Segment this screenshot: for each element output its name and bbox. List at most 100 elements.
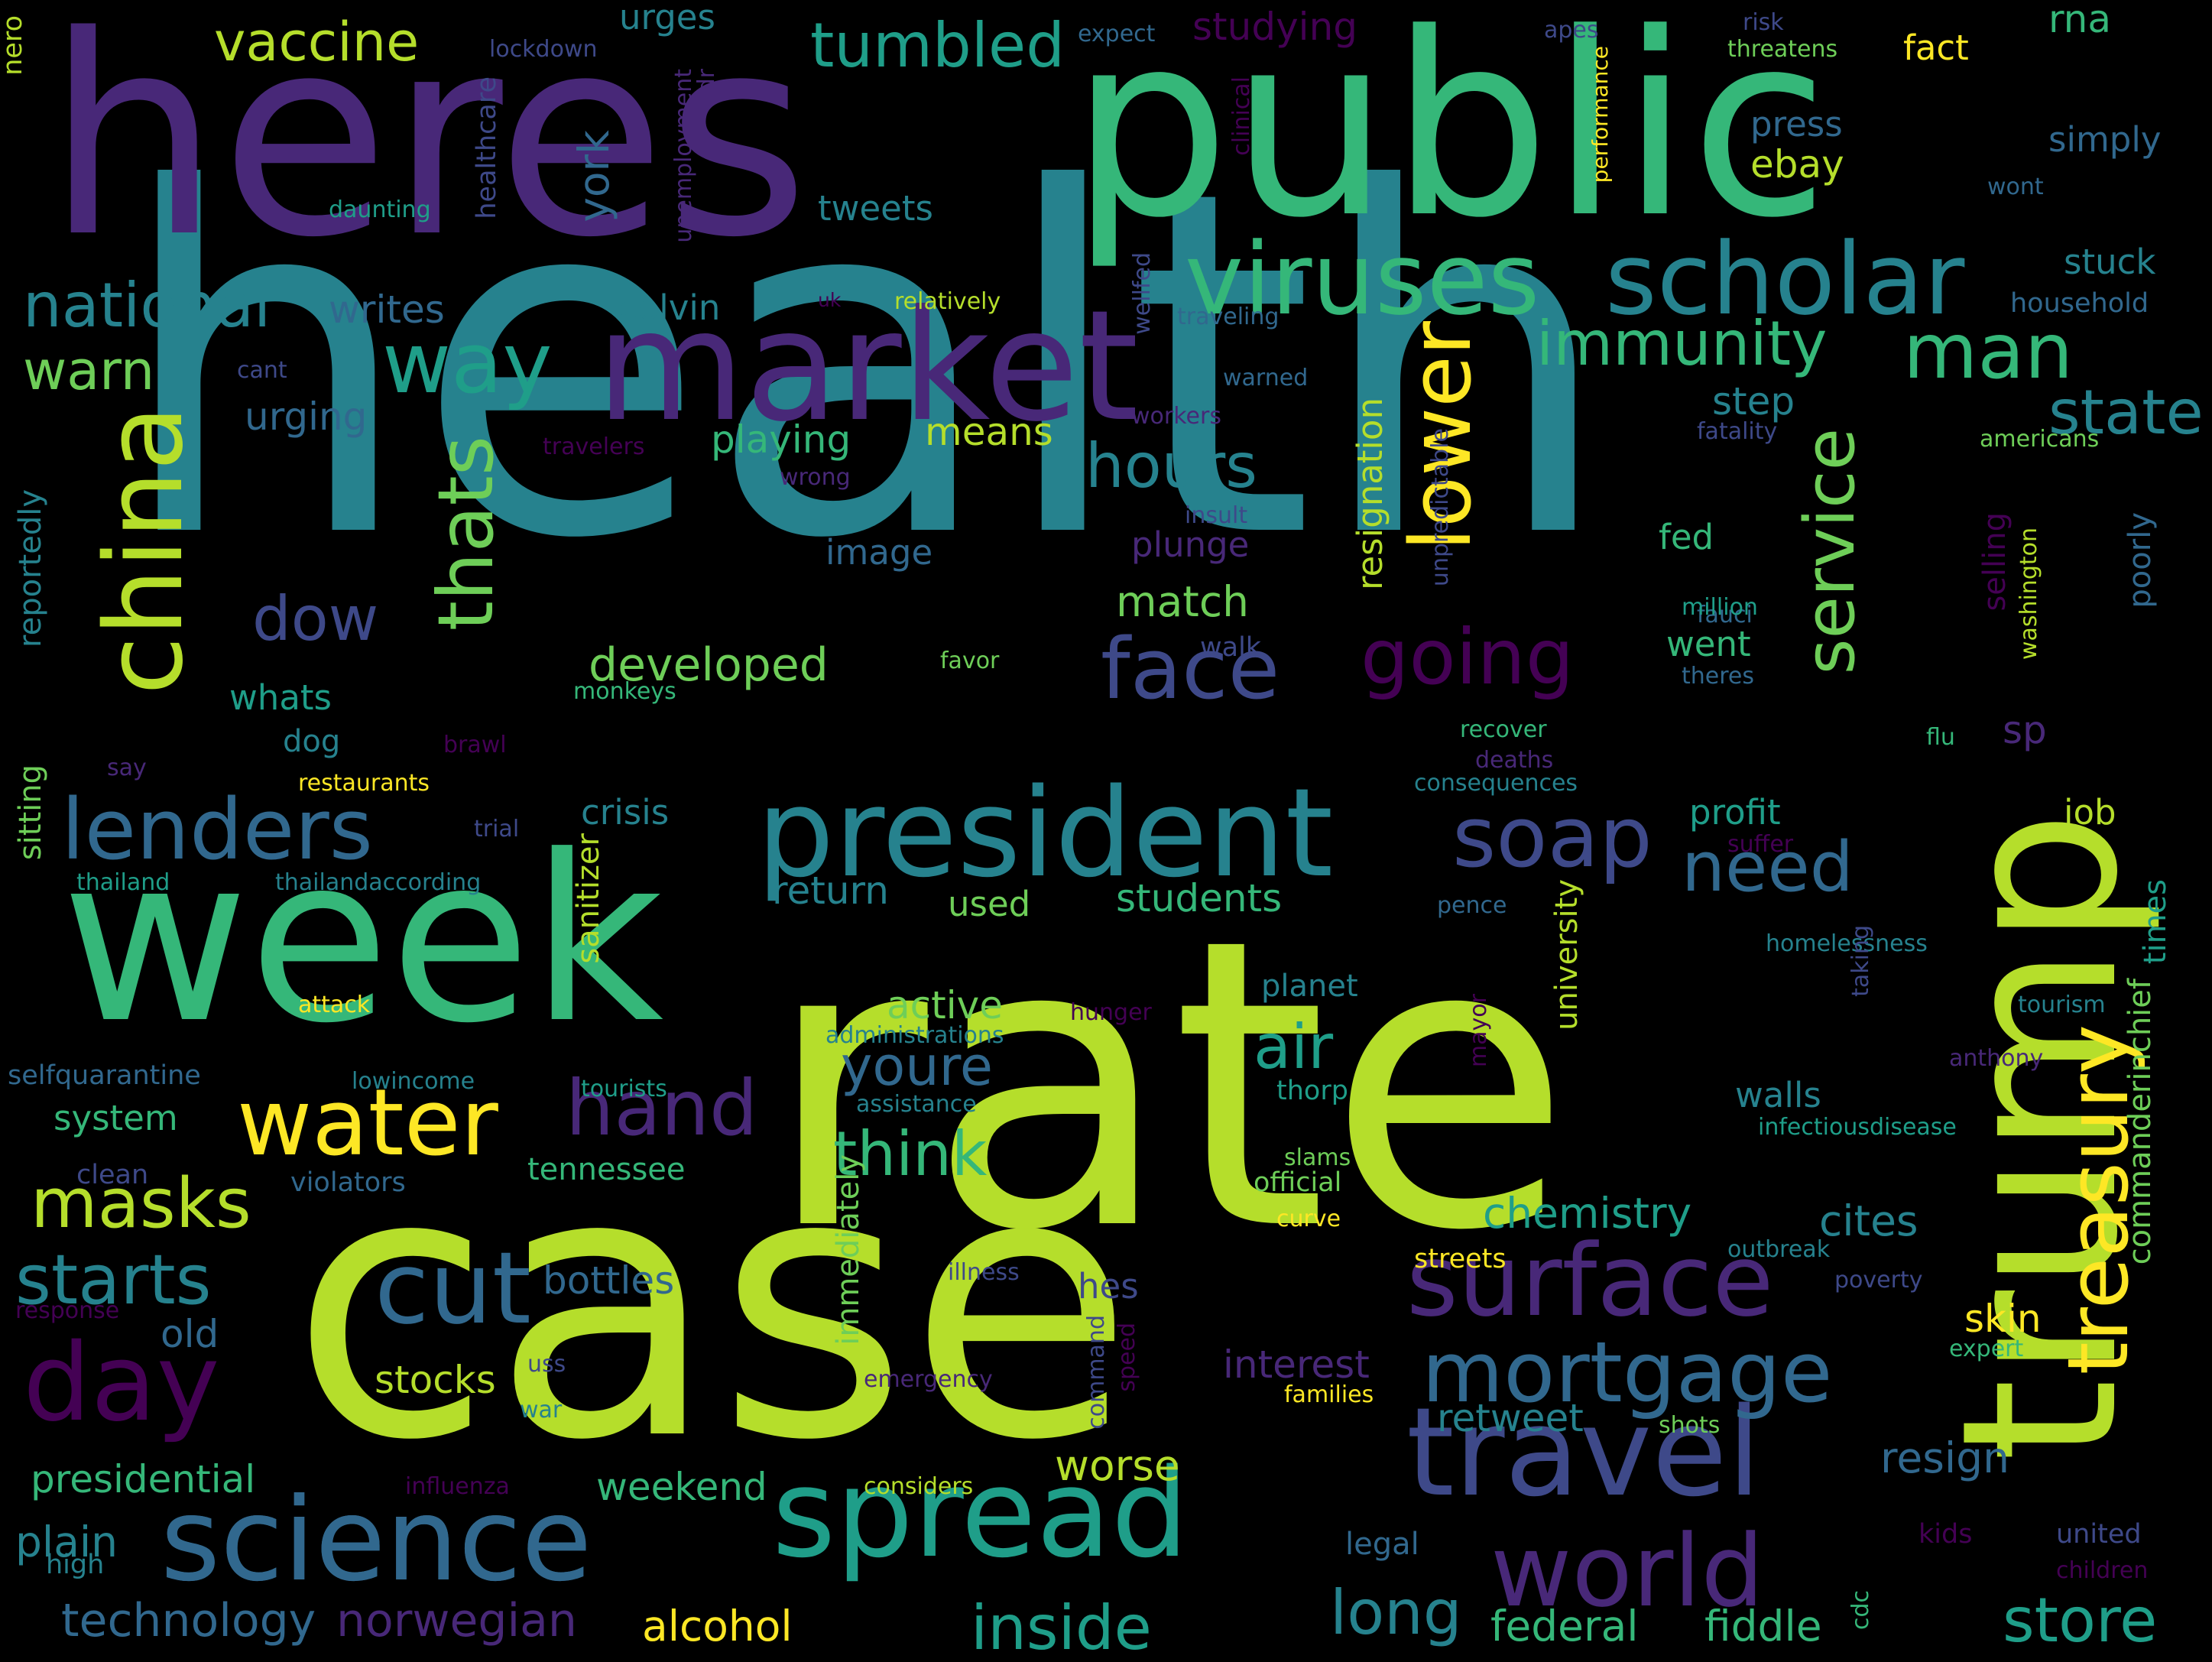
word-planet: planet bbox=[1261, 969, 1358, 1004]
word-hes: hes bbox=[1078, 1266, 1139, 1307]
word-suffer: suffer bbox=[1727, 831, 1794, 858]
word-commanderinchief: commanderinchief bbox=[2123, 979, 2158, 1265]
word-household: household bbox=[2010, 288, 2149, 319]
word-cdc: cdc bbox=[1847, 1590, 1874, 1631]
word-simply: simply bbox=[2048, 119, 2162, 160]
word-wrong: wrong bbox=[780, 464, 851, 491]
word-relatively: relatively bbox=[894, 288, 1001, 315]
word-profit: profit bbox=[1689, 792, 1781, 833]
word-vaccine: vaccine bbox=[214, 11, 420, 73]
word-legal: legal bbox=[1345, 1527, 1419, 1562]
word-lowincome: lowincome bbox=[352, 1068, 475, 1095]
word-sanitizer: sanitizer bbox=[571, 833, 606, 964]
word-say: say bbox=[107, 755, 147, 781]
word-cant: cant bbox=[237, 357, 287, 384]
word-viruses: viruses bbox=[1185, 221, 1540, 337]
word-week: week bbox=[61, 807, 664, 1073]
word-wont: wont bbox=[1987, 174, 2044, 200]
word-fiddle: fiddle bbox=[1704, 1602, 1822, 1651]
word-expert: expert bbox=[1949, 1336, 2024, 1362]
word-fauci: fauci bbox=[1697, 602, 1753, 628]
word-attack: attack bbox=[298, 992, 371, 1018]
word-taking: taking bbox=[1847, 925, 1874, 997]
word-cut: cut bbox=[375, 1230, 531, 1346]
word-state: state bbox=[2048, 377, 2204, 448]
word-plain: plain bbox=[15, 1518, 118, 1566]
word-resign: resign bbox=[1880, 1433, 2009, 1482]
word-system: system bbox=[54, 1098, 178, 1138]
word-spread: spread bbox=[772, 1442, 1189, 1585]
word-selling: selling bbox=[1977, 512, 2013, 612]
word-brawl: brawl bbox=[443, 732, 507, 758]
word-norwegian: norwegian bbox=[336, 1594, 577, 1647]
word-tourism: tourism bbox=[2018, 992, 2106, 1018]
word-official: official bbox=[1254, 1167, 1342, 1198]
word-insult: insult bbox=[1185, 502, 1248, 529]
word-inside: inside bbox=[971, 1592, 1152, 1662]
word-clean: clean bbox=[76, 1160, 149, 1190]
word-high: high bbox=[46, 1550, 105, 1580]
word-think: think bbox=[833, 1118, 988, 1190]
word-tourists: tourists bbox=[581, 1076, 667, 1102]
word-china: china bbox=[83, 405, 207, 696]
word-colvin: colvin bbox=[619, 287, 721, 328]
word-fact: fact bbox=[1903, 28, 1969, 68]
word-interest: interest bbox=[1223, 1342, 1370, 1387]
word-administrations: administrations bbox=[825, 1022, 1004, 1049]
word-return: return bbox=[772, 868, 889, 913]
word-cites: cites bbox=[1819, 1196, 1918, 1245]
word-fed: fed bbox=[1659, 517, 1714, 557]
word-anthony: anthony bbox=[1949, 1045, 2044, 1072]
word-violators: violators bbox=[290, 1167, 406, 1198]
word-face: face bbox=[1101, 620, 1280, 718]
word-president: president bbox=[757, 761, 1334, 904]
word-york: york bbox=[569, 130, 618, 222]
word-press: press bbox=[1750, 104, 1843, 144]
word-slams: slams bbox=[1284, 1144, 1351, 1171]
word-traveling: traveling bbox=[1177, 304, 1280, 330]
word-health: health bbox=[115, 91, 1615, 642]
word-alcohol: alcohol bbox=[642, 1602, 793, 1651]
word-families: families bbox=[1284, 1381, 1374, 1408]
word-healthcare: healthcare bbox=[472, 76, 502, 219]
word-means: means bbox=[925, 410, 1053, 454]
word-curve: curve bbox=[1276, 1206, 1341, 1232]
word-masks: masks bbox=[31, 1164, 251, 1244]
word-way: way bbox=[382, 314, 553, 412]
word-stocks: stocks bbox=[375, 1358, 496, 1402]
word-urging: urging bbox=[245, 394, 368, 439]
word-hunger: hunger bbox=[1070, 999, 1152, 1026]
word-poverty: poverty bbox=[1834, 1267, 1923, 1294]
word-threatens: threatens bbox=[1727, 36, 1838, 63]
word-worse: worse bbox=[1055, 1441, 1180, 1490]
word-warned: warned bbox=[1223, 365, 1309, 391]
word-retweet: retweet bbox=[1437, 1396, 1584, 1440]
word-thorp: thorp bbox=[1276, 1076, 1348, 1106]
word-going: going bbox=[1361, 612, 1575, 702]
word-kids: kids bbox=[1918, 1519, 1973, 1550]
word-developed: developed bbox=[589, 638, 829, 692]
word-university: university bbox=[1549, 879, 1584, 1031]
word-public: public bbox=[1070, 0, 1829, 273]
word-ebay: ebay bbox=[1750, 142, 1844, 187]
word-americans: americans bbox=[1980, 426, 2100, 453]
word-tumbled: tumbled bbox=[810, 10, 1065, 81]
word-long: long bbox=[1330, 1577, 1462, 1648]
word-infectiousdisease: infectiousdisease bbox=[1758, 1114, 1957, 1141]
word-sitting: sitting bbox=[13, 764, 48, 861]
word-bottles: bottles bbox=[543, 1258, 675, 1303]
word-surface: surface bbox=[1406, 1222, 1774, 1339]
word-consequences: consequences bbox=[1414, 770, 1578, 797]
word-expect: expect bbox=[1078, 21, 1156, 47]
word-reportedly: reportedly bbox=[13, 489, 48, 648]
word-restaurants: restaurants bbox=[298, 770, 430, 797]
word-store: store bbox=[2003, 1585, 2158, 1656]
word-presidential: presidential bbox=[31, 1457, 256, 1501]
word-studying: studying bbox=[1192, 5, 1357, 49]
word-dow: dow bbox=[252, 583, 379, 654]
word-scholar: scholar bbox=[1605, 221, 1965, 337]
word-times: times bbox=[2138, 879, 2173, 965]
word-unpredictable: unpredictable bbox=[1427, 428, 1454, 587]
word-illness: illness bbox=[948, 1259, 1020, 1286]
word-mortgage: mortgage bbox=[1422, 1323, 1833, 1421]
